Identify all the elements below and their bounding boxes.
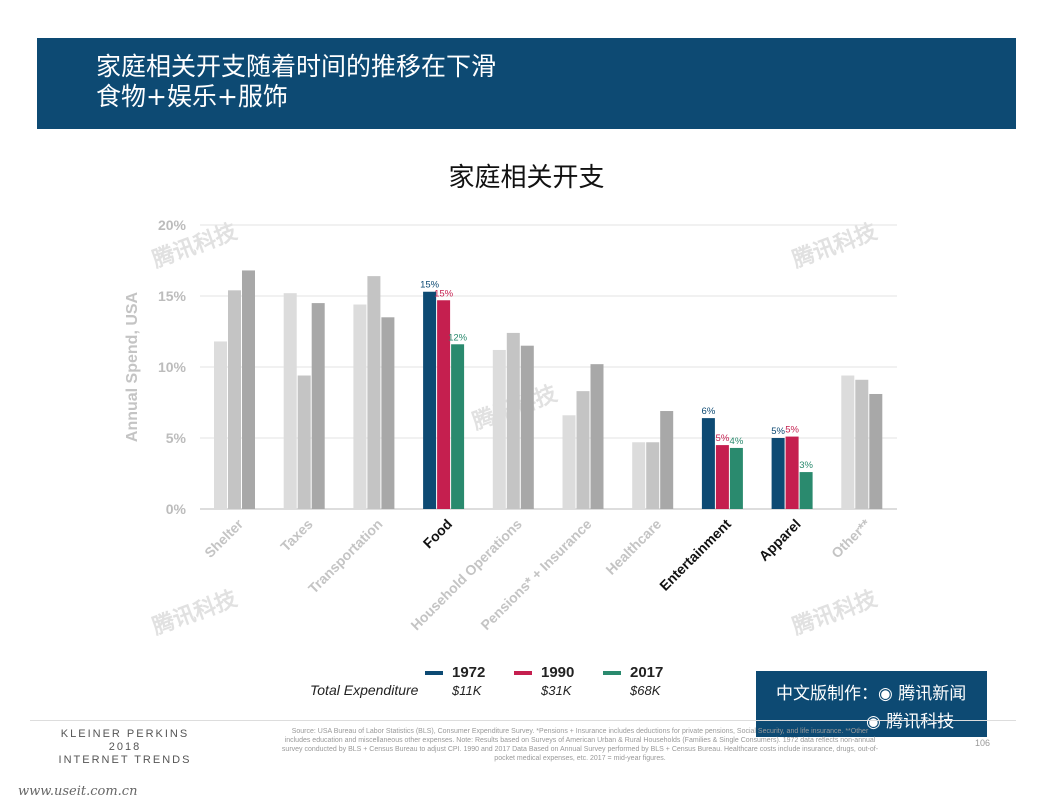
x-tick-label: Taxes: [277, 516, 316, 555]
bar-household-operations-2017: [520, 345, 534, 509]
y-tick-label: 10%: [158, 359, 187, 375]
x-tick-label: Other**: [828, 515, 874, 561]
legend-swatch-1990: [514, 671, 532, 675]
x-tick-label: Shelter: [201, 515, 246, 560]
bar-healthcare-1990: [646, 442, 660, 509]
y-tick-label: 15%: [158, 288, 187, 304]
bar-household-operations-1990: [506, 332, 520, 509]
brand-line: KLEINER PERKINS: [60, 728, 190, 740]
source-note: Source: USA Bureau of Labor Statistics (…: [281, 728, 879, 762]
bar-apparel-2017: [799, 472, 813, 509]
bar-food-1972: [423, 291, 437, 509]
bar-shelter-1990: [228, 290, 241, 509]
chart-legend: Total Expenditure 1972 $11K 1990 $31K 20…: [300, 663, 700, 703]
legend-year-1990: 1990: [541, 664, 575, 681]
legend-swatch-1972: [425, 671, 443, 675]
bar-apparel-1990: [785, 436, 799, 509]
data-label: 6%: [702, 406, 716, 417]
bar-transportation-1990: [367, 276, 381, 509]
bar-other--2017: [869, 393, 883, 509]
site-url-watermark: www.useit.com.cn: [18, 784, 138, 799]
bar-shelter-2017: [242, 270, 255, 509]
slide-title-line2: 食物+娱乐+服饰: [96, 82, 288, 111]
data-label: 5%: [785, 425, 799, 436]
bar-healthcare-2017: [660, 411, 674, 509]
legend-total-2017: $68K: [630, 683, 661, 698]
bar-taxes-1972: [283, 293, 297, 509]
legend-year-1972: 1972: [452, 664, 486, 681]
bar-healthcare-1972: [632, 442, 646, 509]
bar-pensions-insurance-2017: [590, 364, 604, 509]
badge-line1: 中文版制作：◉ 腾讯新闻: [776, 684, 967, 704]
bar-entertainment-2017: [729, 447, 743, 509]
bar-food-2017: [451, 344, 465, 509]
x-tick-label: Healthcare: [602, 516, 664, 578]
translation-credit-badge: 中文版制作：◉ 腾讯新闻 ◉ 腾讯科技: [756, 671, 987, 737]
bar-other--1990: [855, 379, 869, 509]
footer-brand: KLEINER PERKINS 2018 INTERNET TRENDS: [30, 728, 220, 767]
brand-line: 2018: [108, 741, 142, 753]
data-label: 12%: [448, 332, 468, 343]
chart-title: 家庭相关开支: [448, 163, 605, 193]
bar-pensions-insurance-1990: [576, 391, 590, 509]
data-label: 5%: [716, 433, 730, 444]
bar-shelter-1972: [214, 341, 227, 509]
bar-transportation-1972: [353, 304, 367, 509]
brand-line: INTERNET TRENDS: [58, 754, 192, 766]
x-tick-label: Food: [420, 516, 456, 552]
bar-taxes-2017: [311, 303, 325, 509]
y-tick-label: 0%: [166, 501, 187, 517]
legend-total-1990: $31K: [541, 683, 572, 698]
data-label: 3%: [799, 460, 813, 471]
bar-taxes-1990: [297, 375, 311, 509]
bar-entertainment-1990: [715, 445, 729, 509]
bar-pensions-insurance-1972: [562, 415, 576, 509]
bar-household-operations-1972: [492, 349, 506, 509]
x-tick-label: Apparel: [756, 516, 804, 564]
slide-title-line1: 家庭相关开支随着时间的推移在下滑: [96, 52, 497, 81]
legend-year-2017: 2017: [630, 664, 664, 681]
footer-divider: [30, 720, 1016, 721]
x-tick-label: Entertainment: [656, 516, 734, 594]
title-banner: 家庭相关开支随着时间的推移在下滑 食物+娱乐+服饰: [37, 38, 1016, 129]
y-tick-label: 20%: [158, 217, 187, 233]
data-label: 5%: [771, 426, 785, 437]
page-number: 106: [975, 738, 991, 748]
badge-line2: ◉ 腾讯科技: [866, 712, 955, 732]
legend-total-1972: $11K: [452, 683, 482, 698]
data-label: 15%: [420, 280, 440, 291]
data-label: 15%: [434, 288, 454, 299]
y-tick-label: 5%: [166, 430, 187, 446]
legend-swatch-2017: [603, 671, 621, 675]
bar-food-1990: [437, 300, 451, 509]
bar-entertainment-1972: [701, 418, 715, 509]
bar-other--1972: [841, 375, 855, 509]
x-tick-label: Transportation: [305, 516, 386, 597]
bar-apparel-1972: [771, 438, 785, 509]
bar-transportation-2017: [381, 317, 395, 509]
data-label: 4%: [730, 436, 744, 447]
y-axis-label: Annual Spend, USA: [124, 291, 141, 442]
legend-row-label: Total Expenditure: [310, 682, 419, 698]
